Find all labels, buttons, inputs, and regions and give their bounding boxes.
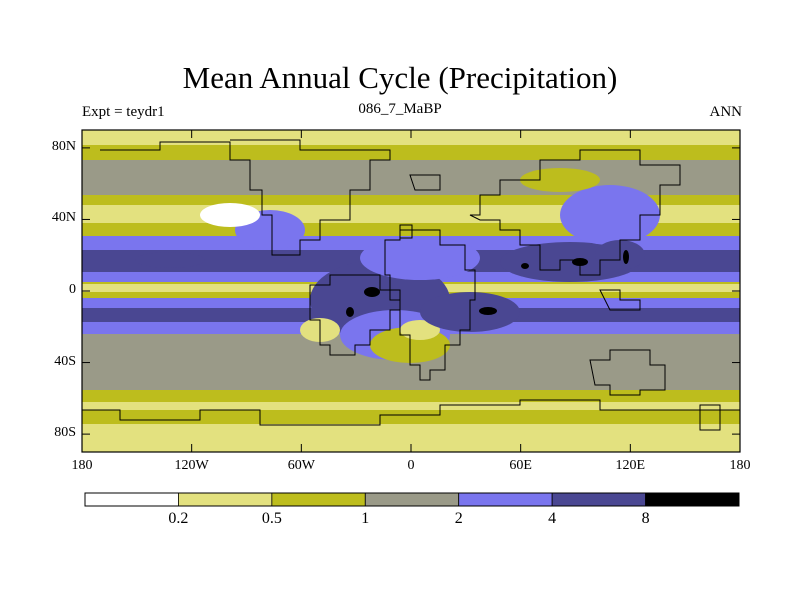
lon-tick-label: 0: [407, 458, 415, 473]
colorbar-swatch: [364, 492, 460, 507]
season-label: ANN: [709, 104, 743, 120]
lon-tick-label: 60W: [287, 458, 315, 473]
lat-tick-label: 80N: [51, 138, 76, 154]
experiment-label: Expt = teydr1: [82, 104, 165, 120]
lon-tick-label: 120W: [174, 458, 209, 473]
precip-bands: [82, 130, 740, 452]
lat-tick-label: 40N: [51, 210, 76, 226]
lat-tick-label: 0: [69, 282, 76, 297]
colorbar-level-label: 1: [361, 510, 370, 527]
lat-tick-label: 40S: [54, 353, 76, 369]
plot-title: Mean Annual Cycle (Precipitation): [182, 60, 618, 95]
colorbar-level-label: 0.5: [261, 510, 282, 527]
colorbar-level-label: 2: [454, 510, 463, 527]
colorbar-swatch: [645, 492, 740, 507]
axis-ticks: [81, 130, 741, 452]
colorbar-swatch: [84, 492, 179, 507]
colorbar-swatch: [551, 492, 646, 507]
colorbar-swatch: [178, 492, 273, 507]
lon-tick-label: 60E: [509, 458, 532, 473]
colorbar-level-label: 4: [548, 510, 557, 527]
colorbar-level-label: 8: [641, 510, 650, 527]
lon-tick-label: 120E: [615, 458, 646, 473]
lon-tick-label: 180: [71, 458, 93, 473]
colorbar-swatch: [458, 492, 553, 507]
lon-tick-label: 180: [729, 458, 751, 473]
colorbar-level-label: 0.2: [168, 510, 189, 527]
period-label: 086_7_MaBP: [358, 101, 442, 117]
coastlines: [82, 139, 740, 431]
lat-tick-label: 80S: [54, 425, 76, 441]
colorbar-swatch: [271, 492, 366, 507]
